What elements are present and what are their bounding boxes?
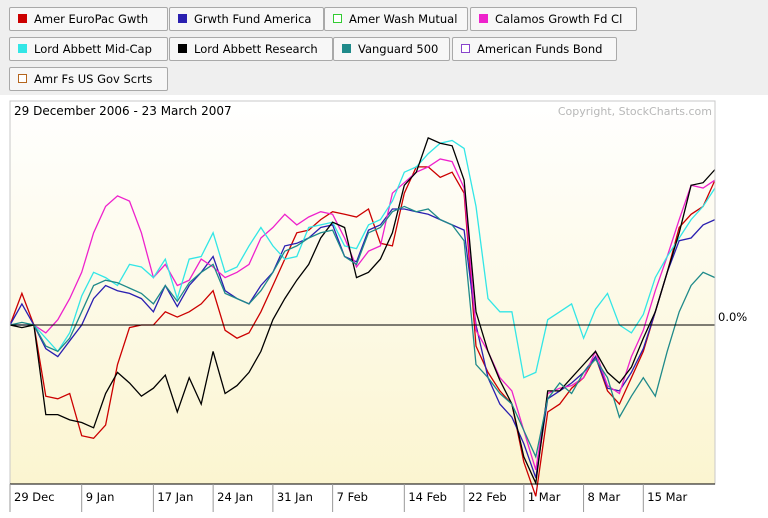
x-tick-label: 22 Feb <box>468 490 507 504</box>
legend-label: Lord Abbett Research <box>194 42 318 56</box>
series-line <box>9 205 716 459</box>
date-range-label: 29 December 2006 - 23 March 2007 <box>14 104 232 118</box>
legend-item[interactable]: Amer EuroPac Gwth <box>9 7 168 31</box>
legend-item[interactable]: Grwth Fund America <box>169 7 324 31</box>
performance-chart: 29 December 2006 - 23 March 2007 Copyrig… <box>9 100 747 512</box>
legend-swatch-icon <box>18 44 27 53</box>
legend-label: Lord Abbett Mid-Cap <box>34 42 152 56</box>
legend-swatch-icon <box>333 14 342 23</box>
x-tick-label: 7 Feb <box>337 490 368 504</box>
legend-swatch-icon <box>18 74 27 83</box>
legend-item[interactable]: American Funds Bond <box>452 37 617 61</box>
x-tick-label: 24 Jan <box>217 490 253 504</box>
zero-percent-label: 0.0% <box>718 310 747 324</box>
copyright-text: Copyright, StockCharts.com <box>558 105 712 118</box>
legend-swatch-icon <box>178 14 187 23</box>
x-axis: 29 Dec 9 Jan 17 Jan 24 Jan 31 Jan 7 Feb 14 Feb… <box>9 484 688 512</box>
x-tick-label: 31 Jan <box>277 490 313 504</box>
series-line <box>10 158 716 471</box>
plot-background <box>10 101 715 484</box>
x-tick-label: 8 Mar <box>588 490 621 504</box>
legend-label: Grwth Fund America <box>194 12 312 26</box>
x-tick-label: 1 Mar <box>528 490 561 504</box>
legend-item[interactable]: Amr Fs US Gov Scrts <box>9 67 168 91</box>
legend-swatch-icon <box>461 44 470 53</box>
x-tick-label: 9 Jan <box>86 490 115 504</box>
legend-swatch-icon <box>342 44 351 53</box>
x-tick-label: 14 Feb <box>408 490 447 504</box>
series-lines <box>9 137 716 497</box>
legend-swatch-icon <box>18 14 27 23</box>
legend-label: Amr Fs US Gov Scrts <box>34 72 153 86</box>
x-tick-label: 29 Dec <box>14 490 55 504</box>
legend-swatch-icon <box>178 44 187 53</box>
legend-item[interactable]: Vanguard 500 <box>333 37 450 61</box>
legend-item[interactable]: Calamos Growth Fd Cl <box>470 7 637 31</box>
legend-item[interactable]: Lord Abbett Research <box>169 37 333 61</box>
series-line <box>10 139 716 379</box>
x-tick-label: 17 Jan <box>157 490 193 504</box>
legend-label: Vanguard 500 <box>358 42 439 56</box>
legend-label: Amer EuroPac Gwth <box>34 12 149 26</box>
series-line <box>9 137 716 486</box>
legend-swatch-icon <box>479 14 488 23</box>
legend-item[interactable]: Amer Wash Mutual <box>324 7 468 31</box>
legend-item[interactable]: Lord Abbett Mid-Cap <box>9 37 168 61</box>
legend-bar: Amer EuroPac Gwth Grwth Fund America Amer … <box>0 0 768 95</box>
legend-label: Calamos Growth Fd Cl <box>495 12 623 26</box>
legend-label: American Funds Bond <box>477 42 603 56</box>
legend-label: Amer Wash Mutual <box>349 12 458 26</box>
x-tick-label: 15 Mar <box>647 490 687 504</box>
